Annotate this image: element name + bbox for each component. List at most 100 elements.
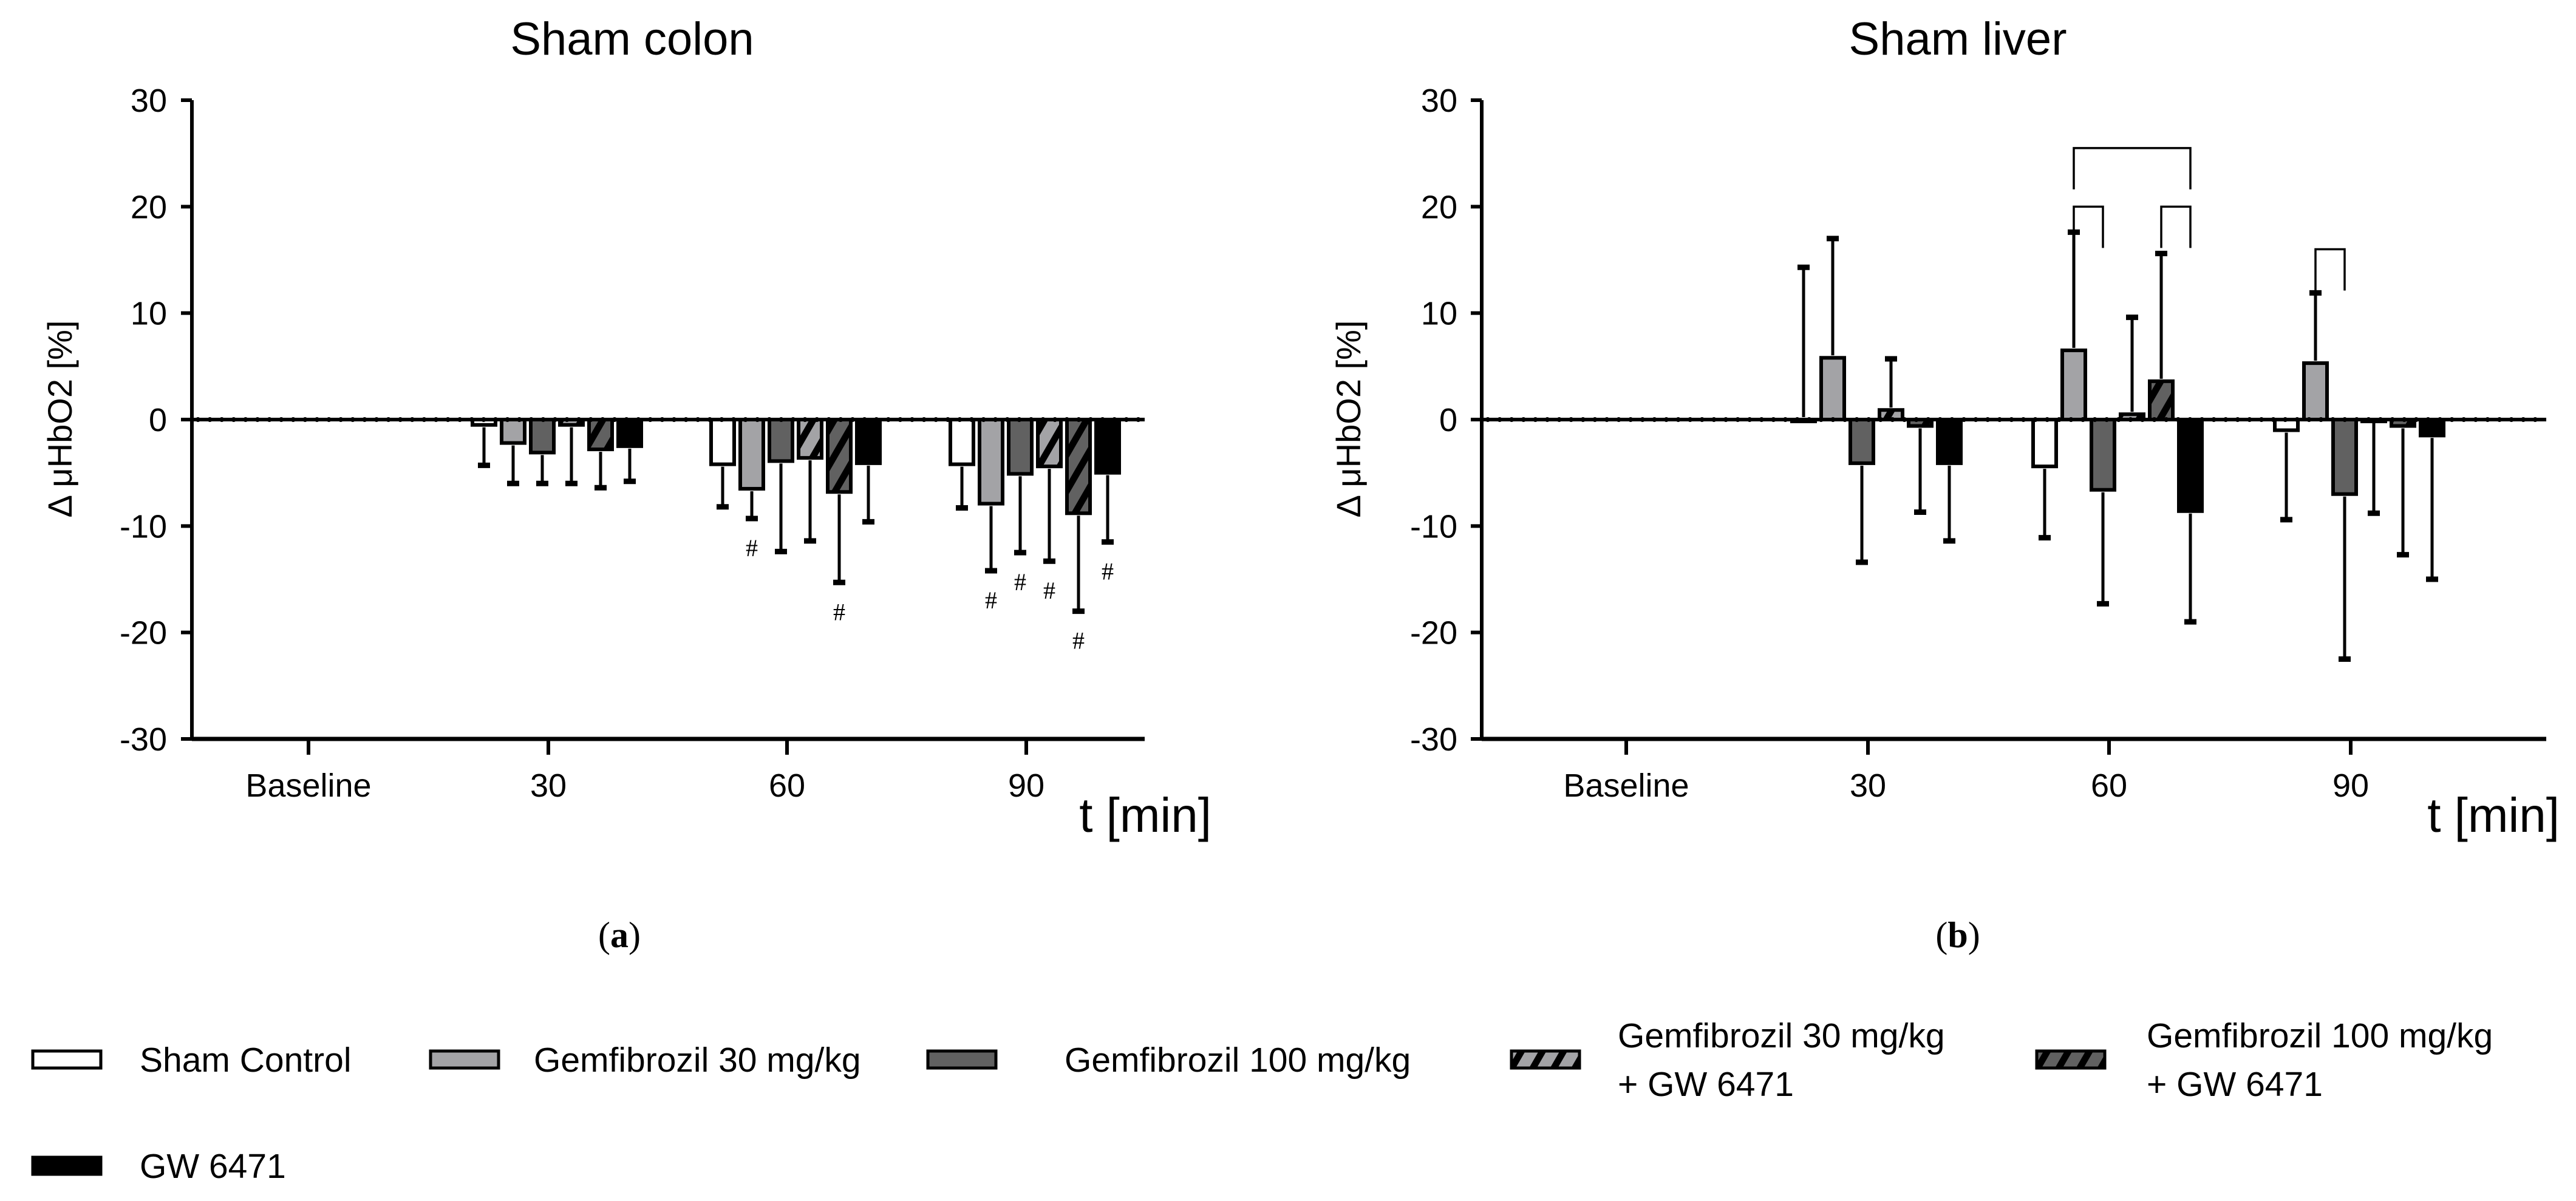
y-tick-label: 0 bbox=[1439, 402, 1457, 438]
zero-line-dot bbox=[2187, 417, 2193, 422]
y-tick-label: -30 bbox=[1410, 721, 1457, 758]
zero-line-dot bbox=[2497, 417, 2502, 422]
zero-line-dot bbox=[993, 417, 998, 422]
x-tick-label: Baseline bbox=[1563, 767, 1689, 804]
zero-line-dot bbox=[1652, 417, 1657, 422]
significance-mark: # bbox=[833, 598, 845, 625]
zero-line-dot bbox=[1842, 417, 1847, 422]
zero-line-dot bbox=[1771, 417, 1776, 422]
zero-line-dot bbox=[1759, 417, 1764, 422]
zero-line-dot bbox=[969, 417, 974, 422]
legend-swatch bbox=[2035, 1049, 2107, 1070]
bar bbox=[2148, 379, 2175, 422]
zero-line-dot bbox=[2413, 417, 2419, 422]
x-tick-label: 90 bbox=[1008, 767, 1044, 804]
zero-line-dot bbox=[1711, 417, 1717, 422]
zero-line-dot bbox=[1112, 417, 1117, 422]
zero-line-dot bbox=[2152, 417, 2157, 422]
zero-line-dot bbox=[2271, 417, 2276, 422]
x-tick-label: 30 bbox=[530, 767, 567, 804]
zero-line-dot bbox=[207, 417, 213, 422]
zero-line-dot bbox=[1521, 417, 1526, 422]
zero-line-dot bbox=[290, 417, 296, 422]
bar bbox=[1936, 418, 1963, 465]
zero-line-dot bbox=[945, 417, 950, 422]
y-tick-label: -20 bbox=[1410, 615, 1457, 652]
x-tick-label: Baseline bbox=[245, 767, 371, 804]
zero-line-dot bbox=[255, 417, 260, 422]
zero-line-dot bbox=[1100, 417, 1105, 422]
zero-line-dot bbox=[326, 417, 332, 422]
zero-line-dot bbox=[528, 417, 534, 422]
zero-line-dot bbox=[1580, 417, 1586, 422]
bar bbox=[1036, 418, 1063, 469]
zero-line-dot bbox=[766, 417, 772, 422]
zero-line-dot bbox=[219, 417, 225, 422]
zero-line-dot bbox=[707, 417, 712, 422]
legend-item: Gemfibrozil 30 mg/kg + GW 6471 bbox=[1510, 1016, 1945, 1104]
zero-line-dot bbox=[434, 417, 438, 422]
zero-line-dot bbox=[981, 417, 986, 422]
zero-line-dot bbox=[1017, 417, 1022, 422]
y-tick-label: 10 bbox=[131, 296, 167, 332]
zero-line-dot bbox=[1569, 417, 1574, 422]
zero-line-dot bbox=[1997, 417, 2002, 422]
bar bbox=[855, 418, 882, 465]
x-tick-label: 30 bbox=[1850, 767, 1886, 804]
zero-line-dot bbox=[2330, 417, 2336, 422]
zero-line-dot bbox=[1902, 417, 1907, 422]
zero-line-dot bbox=[2175, 417, 2181, 422]
zero-line-dot bbox=[576, 417, 582, 422]
bar bbox=[738, 418, 765, 491]
bar bbox=[1819, 356, 1846, 421]
chart-title: Sham liver bbox=[1849, 13, 2067, 65]
zero-line-dot bbox=[2045, 417, 2050, 422]
zero-line-dot bbox=[1830, 417, 1836, 422]
zero-line-dot bbox=[279, 417, 284, 422]
plot-a: 30 20 10 0 -10 -20 -30 Baseline 30 60 90 # # # # # # # bbox=[120, 83, 1145, 804]
zero-line-dot bbox=[1985, 417, 1991, 422]
significance-mark: # bbox=[1014, 568, 1026, 596]
zero-line-dot bbox=[2473, 417, 2478, 422]
zero-line-dot bbox=[921, 417, 927, 422]
zero-line-dot bbox=[933, 417, 939, 422]
zero-line-dot bbox=[695, 417, 701, 422]
zero-line-dot bbox=[1004, 417, 1010, 422]
zero-line-dot bbox=[1664, 417, 1669, 422]
plots: 30 20 10 0 -10 -20 -30 Baseline 30 60 90 # # # # # # #30 2… bbox=[120, 83, 2546, 804]
bar bbox=[1849, 418, 1875, 465]
zero-line-dot bbox=[1747, 417, 1753, 422]
y-tick-label: -20 bbox=[120, 615, 167, 652]
zero-line-dot bbox=[850, 417, 855, 422]
zero-line-dot bbox=[517, 417, 522, 422]
zero-line-dot bbox=[2021, 417, 2026, 422]
zero-line-dot bbox=[1818, 417, 1824, 422]
bar bbox=[949, 418, 975, 466]
zero-line-dot bbox=[1485, 417, 1490, 422]
legend-item: Gemfibrozil 100 mg/kg bbox=[926, 1041, 1411, 1080]
legend-swatch bbox=[31, 1049, 103, 1070]
zero-line-dot bbox=[588, 417, 593, 422]
zero-line-dot bbox=[802, 417, 808, 422]
zero-line-dot bbox=[2140, 417, 2145, 422]
zero-line-dot bbox=[2235, 417, 2240, 422]
y-tick-label: 30 bbox=[1421, 83, 1457, 119]
legend-label: GW 6471 bbox=[140, 1147, 286, 1186]
zero-line-dot bbox=[1973, 417, 1978, 422]
zero-line-dot bbox=[2306, 417, 2312, 422]
zero-line-dot bbox=[600, 417, 605, 422]
bar bbox=[2060, 349, 2087, 421]
chart-title: Sham colon bbox=[510, 13, 754, 65]
bar bbox=[587, 418, 614, 452]
zero-line-dot bbox=[1509, 417, 1515, 422]
zero-line-dot bbox=[457, 417, 463, 422]
legend-label: Gemfibrozil 100 mg/kg bbox=[1065, 1041, 1411, 1080]
zero-line-dot bbox=[612, 417, 617, 422]
zero-line-dot bbox=[2104, 417, 2110, 422]
bar bbox=[2031, 418, 2058, 469]
legend-item: Gemfibrozil 30 mg/kg bbox=[429, 1041, 861, 1080]
zero-line-dot bbox=[1688, 417, 1693, 422]
zero-line-dot bbox=[2461, 417, 2467, 422]
zero-line-dot bbox=[2068, 417, 2074, 422]
zero-line-dot bbox=[1890, 417, 1895, 422]
